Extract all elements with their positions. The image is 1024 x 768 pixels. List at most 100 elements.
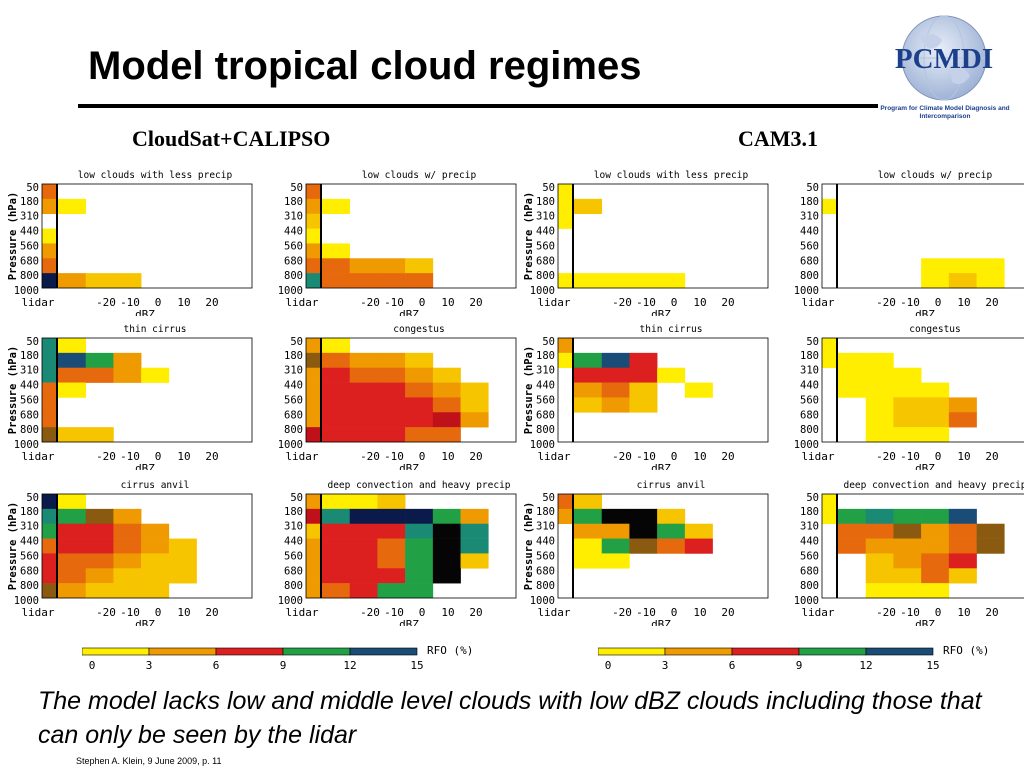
- histogram-cell: [113, 538, 142, 554]
- lidar-cell: [306, 412, 320, 428]
- pressure-tick-label: 310: [284, 211, 303, 223]
- histogram-cell: [893, 427, 922, 443]
- lidar-cell: [558, 352, 572, 369]
- dbz-tick-label: -10: [384, 296, 404, 309]
- histogram-chart: cirrus anvil 50 180 310 440 560 680 800 1000 Pres…: [7, 480, 253, 626]
- dbz-tick-label: 10: [441, 296, 454, 309]
- histogram-cell: [322, 494, 351, 510]
- dbz-tick-label: 0: [155, 450, 162, 463]
- dbz-tick-label: -20: [612, 450, 632, 463]
- histogram-cell: [322, 568, 351, 584]
- pressure-tick-label: 560: [20, 550, 39, 562]
- histogram-cell: [838, 508, 867, 525]
- panel-title: low clouds w/ precip: [878, 170, 993, 181]
- pressure-tick-label: 50: [542, 492, 555, 504]
- pressure-tick-label: 180: [536, 350, 555, 362]
- colorbar-tick-label: 0: [605, 659, 612, 672]
- pressure-tick-label: 180: [20, 506, 39, 518]
- histogram-cell: [865, 583, 894, 599]
- lidar-cell: [42, 412, 56, 428]
- histogram-cell: [58, 553, 87, 569]
- plot-frame: [305, 493, 517, 599]
- histogram-cell: [349, 523, 378, 539]
- histogram-cell: [405, 273, 434, 289]
- histogram-cell: [405, 538, 434, 554]
- histogram-cell: [113, 568, 142, 584]
- histogram-cell: [322, 583, 351, 599]
- histogram-cell: [113, 273, 142, 289]
- panel-title: congestus: [393, 324, 444, 335]
- histogram-cell: [629, 538, 658, 554]
- pressure-tick-label: 1000: [278, 439, 303, 451]
- histogram-cell: [377, 583, 406, 599]
- lidar-cell: [306, 427, 320, 443]
- histogram-cell: [58, 568, 87, 584]
- dbz-tick-label: -10: [120, 450, 140, 463]
- plot-frame: [557, 183, 769, 289]
- histogram-cell: [141, 568, 170, 584]
- colorbar-model: 0 3 6 9 12 15 RFO (%): [597, 640, 1018, 679]
- pressure-tick-label: 800: [536, 270, 555, 282]
- logo-subtitle: Program for Climate Model Diagnosis and …: [880, 105, 1010, 120]
- lidar-cell: [306, 367, 320, 383]
- histogram-cell: [574, 273, 603, 289]
- panel-title: low clouds with less precip: [594, 170, 749, 181]
- slide-title: Model tropical cloud regimes: [88, 44, 642, 88]
- histogram-cell: [349, 382, 378, 398]
- pressure-tick-label: 440: [20, 380, 39, 392]
- dbz-axis-label: dBZ: [915, 308, 935, 316]
- colorbar-tick-label: 6: [213, 659, 220, 672]
- histogram-cell: [574, 494, 603, 510]
- histogram-cell: [85, 352, 114, 369]
- histogram-cell: [58, 523, 87, 539]
- histogram-cell: [838, 352, 867, 369]
- histogram-chart: thin cirrus 50 180 310 440 560 680 800 1000 Press…: [523, 324, 769, 470]
- panel-deep-convection-and-heavy-precip: deep convection and heavy precip 50 180 310…: [264, 478, 534, 626]
- dbz-tick-label: 10: [693, 606, 706, 619]
- dbz-axis-label: dBZ: [651, 618, 671, 626]
- histogram-cell: [432, 568, 461, 584]
- histogram-cell: [322, 523, 351, 539]
- dbz-tick-label: lidar: [21, 606, 54, 619]
- dbz-tick-label: 0: [671, 296, 678, 309]
- histogram-cell: [405, 367, 434, 383]
- colorbar-tick-label: 9: [280, 659, 287, 672]
- pressure-tick-label: 310: [800, 211, 819, 223]
- histogram-cell: [684, 538, 713, 554]
- pressure-tick-label: 440: [536, 226, 555, 238]
- lidar-cell: [306, 397, 320, 413]
- lidar-cell: [822, 352, 836, 369]
- logo-wordmark: PCMDI: [895, 43, 993, 75]
- colorbar-tick-label: 3: [662, 659, 669, 672]
- dbz-tick-label: -10: [636, 450, 656, 463]
- histogram-cell: [921, 523, 950, 539]
- pressure-tick-label: 560: [20, 394, 39, 406]
- histogram-cell: [141, 553, 170, 569]
- histogram-cell: [58, 198, 87, 215]
- dbz-tick-label: 10: [441, 606, 454, 619]
- plot-frame: [557, 337, 769, 443]
- histogram-cell: [58, 352, 87, 369]
- histogram-cell: [684, 523, 713, 539]
- lidar-cell: [306, 228, 320, 244]
- pressure-tick-label: 680: [536, 565, 555, 577]
- pressure-tick-label: 1000: [794, 285, 819, 297]
- pressure-tick-label: 440: [20, 226, 39, 238]
- histogram-cell: [349, 553, 378, 569]
- colorbar-label: RFO (%): [427, 644, 473, 657]
- colorbar-tick-label: 0: [89, 659, 96, 672]
- histogram-cell: [865, 352, 894, 369]
- histogram-cell: [657, 523, 686, 539]
- lidar-cell: [42, 427, 56, 443]
- histogram-chart: low clouds with less precip 50 180 310 440 56…: [7, 170, 253, 316]
- histogram-cell: [58, 367, 87, 383]
- panel-title: low clouds with less precip: [78, 170, 233, 181]
- histogram-cell: [141, 367, 170, 383]
- pressure-tick-label: 310: [536, 521, 555, 533]
- histogram-cell: [85, 273, 114, 289]
- histogram-cell: [432, 397, 461, 413]
- histogram-cell: [377, 494, 406, 510]
- histogram-cell: [948, 412, 977, 428]
- dbz-tick-label: 10: [693, 296, 706, 309]
- pressure-tick-label: 440: [800, 380, 819, 392]
